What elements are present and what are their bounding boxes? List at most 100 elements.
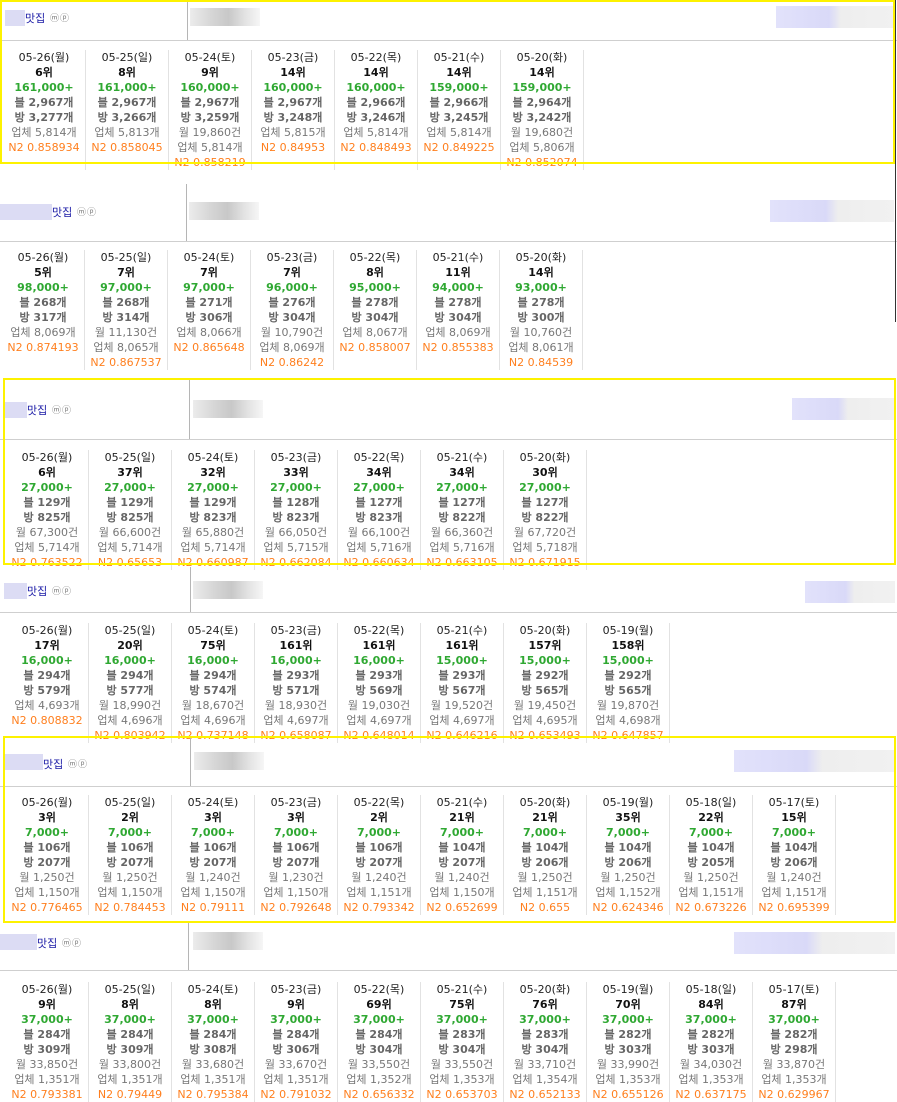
map-place-icon[interactable]: ⓜⓟ [52,587,73,597]
search-volume: 161,000+ [14,81,74,94]
keyword-suffix[interactable]: 맛집 [52,206,73,219]
date-label: 05-26(월) [18,51,70,64]
monthly-count: 월 19,870건 [596,699,660,712]
business-count: 업체 8,069개 [10,326,76,339]
business-count: 업체 5,813개 [94,126,160,139]
rank-value: 8위 [121,998,139,1011]
blog-count: 블 278개 [351,296,399,309]
n2-score: N2 0.660987 [177,556,249,569]
n2-score: N2 0.776465 [11,901,83,914]
room-count: 방 303개 [687,1043,735,1056]
rank-value: 14위 [446,66,472,79]
keyword-header: 맛집 ⓜⓟ [0,922,897,971]
business-count: 업체 1,353개 [761,1073,827,1086]
rank-value: 87위 [781,998,807,1011]
keyword-suffix[interactable]: 맛집 [27,585,48,598]
search-volume: 27,000+ [519,481,571,494]
blog-count: 블 283개 [521,1028,569,1041]
monthly-count: 월 19,520건 [430,699,494,712]
date-label: 05-23(금) [270,451,322,464]
blog-count: 블 104개 [438,841,486,854]
map-place-icon[interactable]: ⓜⓟ [77,208,98,218]
day-column: 05-25(일) 7위 97,000+ 블 268개 방 314개 월 11,130건 업체… [85,250,168,370]
n2-score: N2 0.791032 [260,1088,332,1101]
keyword-suffix[interactable]: 맛집 [25,12,46,25]
map-place-icon[interactable]: ⓜⓟ [62,939,83,949]
business-count: 업체 1,151개 [512,886,578,899]
n2-score: N2 0.84539 [508,356,574,369]
monthly-count: 월 33,800건 [98,1058,162,1071]
header-divider [188,922,189,970]
search-volume: 97,000+ [100,281,152,294]
rank-value: 33위 [283,466,309,479]
keyword-suffix[interactable]: 맛집 [27,404,48,417]
search-volume: 160,000+ [180,81,240,94]
search-volume: 15,000+ [436,654,488,667]
keyword-header: 맛집 ⓜⓟ [0,567,897,613]
date-label: 05-24(토) [184,51,236,64]
day-column: 05-17(토) 87위 37,000+ 블 282개 방 298개 월 33,870건 업… [753,982,836,1102]
keyword-name-redacted [4,583,27,599]
daily-stats-row: 05-26(월) 6위 161,000+ 블 2,967개 방 3,277개 업체 5,8… [3,50,584,170]
search-volume: 37,000+ [187,1013,239,1026]
business-count: 업체 1,351개 [97,1073,163,1086]
monthly-count: 월 33,680건 [181,1058,245,1071]
day-column: 05-22(목) 2위 7,000+ 블 106개 방 207개 월 1,240건 업체 1… [338,795,421,915]
business-count: 업체 1,352개 [346,1073,412,1086]
keyword-suffix[interactable]: 맛집 [37,937,58,950]
rank-value: 14위 [280,66,306,79]
room-count: 방 3,277개 [14,111,74,124]
room-count: 방 309개 [106,1043,154,1056]
rank-value: 7위 [117,266,135,279]
search-volume: 98,000+ [17,281,69,294]
search-volume: 93,000+ [515,281,567,294]
date-label: 05-20(화) [519,796,571,809]
blog-count: 블 293개 [438,669,486,682]
keyword-suffix[interactable]: 맛집 [43,758,64,771]
redacted-text [193,932,263,950]
keyword-section-5: 맛집 ⓜⓟ 05-26(월) 3위 7,000+ 블 106개 방 207개 월 1,25… [0,736,897,915]
room-count: 방 3,248개 [263,111,323,124]
day-column: 05-19(월) 35위 7,000+ 블 104개 방 206개 월 1,250건 업체 … [587,795,670,915]
room-count: 방 823개 [189,511,237,524]
map-place-icon[interactable]: ⓜⓟ [50,14,71,24]
search-volume: 7,000+ [688,826,733,839]
map-place-icon[interactable]: ⓜⓟ [68,760,89,770]
date-label: 05-26(월) [17,251,69,264]
redacted-text [190,8,260,26]
search-volume: 15,000+ [602,654,654,667]
date-label: 05-23(금) [270,796,322,809]
n2-score: N2 0.695399 [758,901,830,914]
n2-score: N2 0.763522 [11,556,83,569]
room-count: 방 3,259개 [180,111,240,124]
date-label: 05-20(화) [519,983,571,996]
blog-count: 블 2,967개 [180,96,240,109]
search-volume: 27,000+ [353,481,405,494]
day-column: 05-23(금) 9위 37,000+ 블 284개 방 306개 월 33,670건 업체… [255,982,338,1102]
search-volume: 16,000+ [353,654,405,667]
search-volume: 16,000+ [270,654,322,667]
search-volume: 37,000+ [685,1013,737,1026]
monthly-count: 월 33,670건 [264,1058,328,1071]
room-count: 방 823개 [272,511,320,524]
monthly-count: 월 19,680건 [510,126,574,139]
business-count: 업체 1,150개 [429,886,495,899]
header-divider [190,567,191,612]
day-column: 05-20(화) 30위 27,000+ 블 127개 방 822개 월 67,720건 업… [504,450,587,570]
n2-score: N2 0.852074 [506,156,578,169]
monthly-count: 월 18,990건 [98,699,162,712]
monthly-count: 월 1,230건 [268,871,324,884]
blog-count: 블 294개 [23,669,71,682]
rank-value: 34위 [449,466,475,479]
day-column: 05-22(목) 161위 16,000+ 블 293개 방 569개 월 19,030건… [338,623,421,743]
room-count: 방 207개 [438,856,486,869]
rank-value: 6위 [38,466,56,479]
n2-score: N2 0.671915 [509,556,581,569]
room-count: 방 207개 [106,856,154,869]
map-place-icon[interactable]: ⓜⓟ [52,406,73,416]
monthly-count: 월 33,710건 [513,1058,577,1071]
blog-count: 블 284개 [355,1028,403,1041]
business-count: 업체 1,353개 [429,1073,495,1086]
rank-value: 14위 [363,66,389,79]
n2-score: N2 0.647857 [592,729,664,742]
